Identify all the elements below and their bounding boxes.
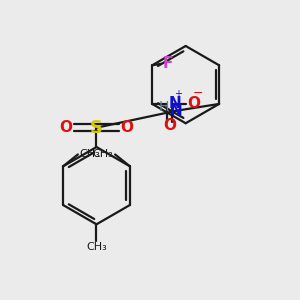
Text: F: F [163, 56, 173, 71]
Text: O: O [120, 120, 133, 135]
Text: N: N [170, 103, 183, 118]
Text: N: N [169, 96, 181, 111]
Text: CH₃: CH₃ [93, 149, 114, 160]
Text: +: + [174, 89, 182, 100]
Text: O: O [60, 120, 73, 135]
Text: O: O [187, 96, 200, 111]
Text: −: − [193, 86, 203, 100]
Text: CH₃: CH₃ [86, 242, 107, 252]
Text: O: O [163, 118, 176, 133]
Text: H: H [158, 100, 169, 114]
Text: CH₃: CH₃ [80, 149, 100, 160]
Text: S: S [90, 119, 103, 137]
